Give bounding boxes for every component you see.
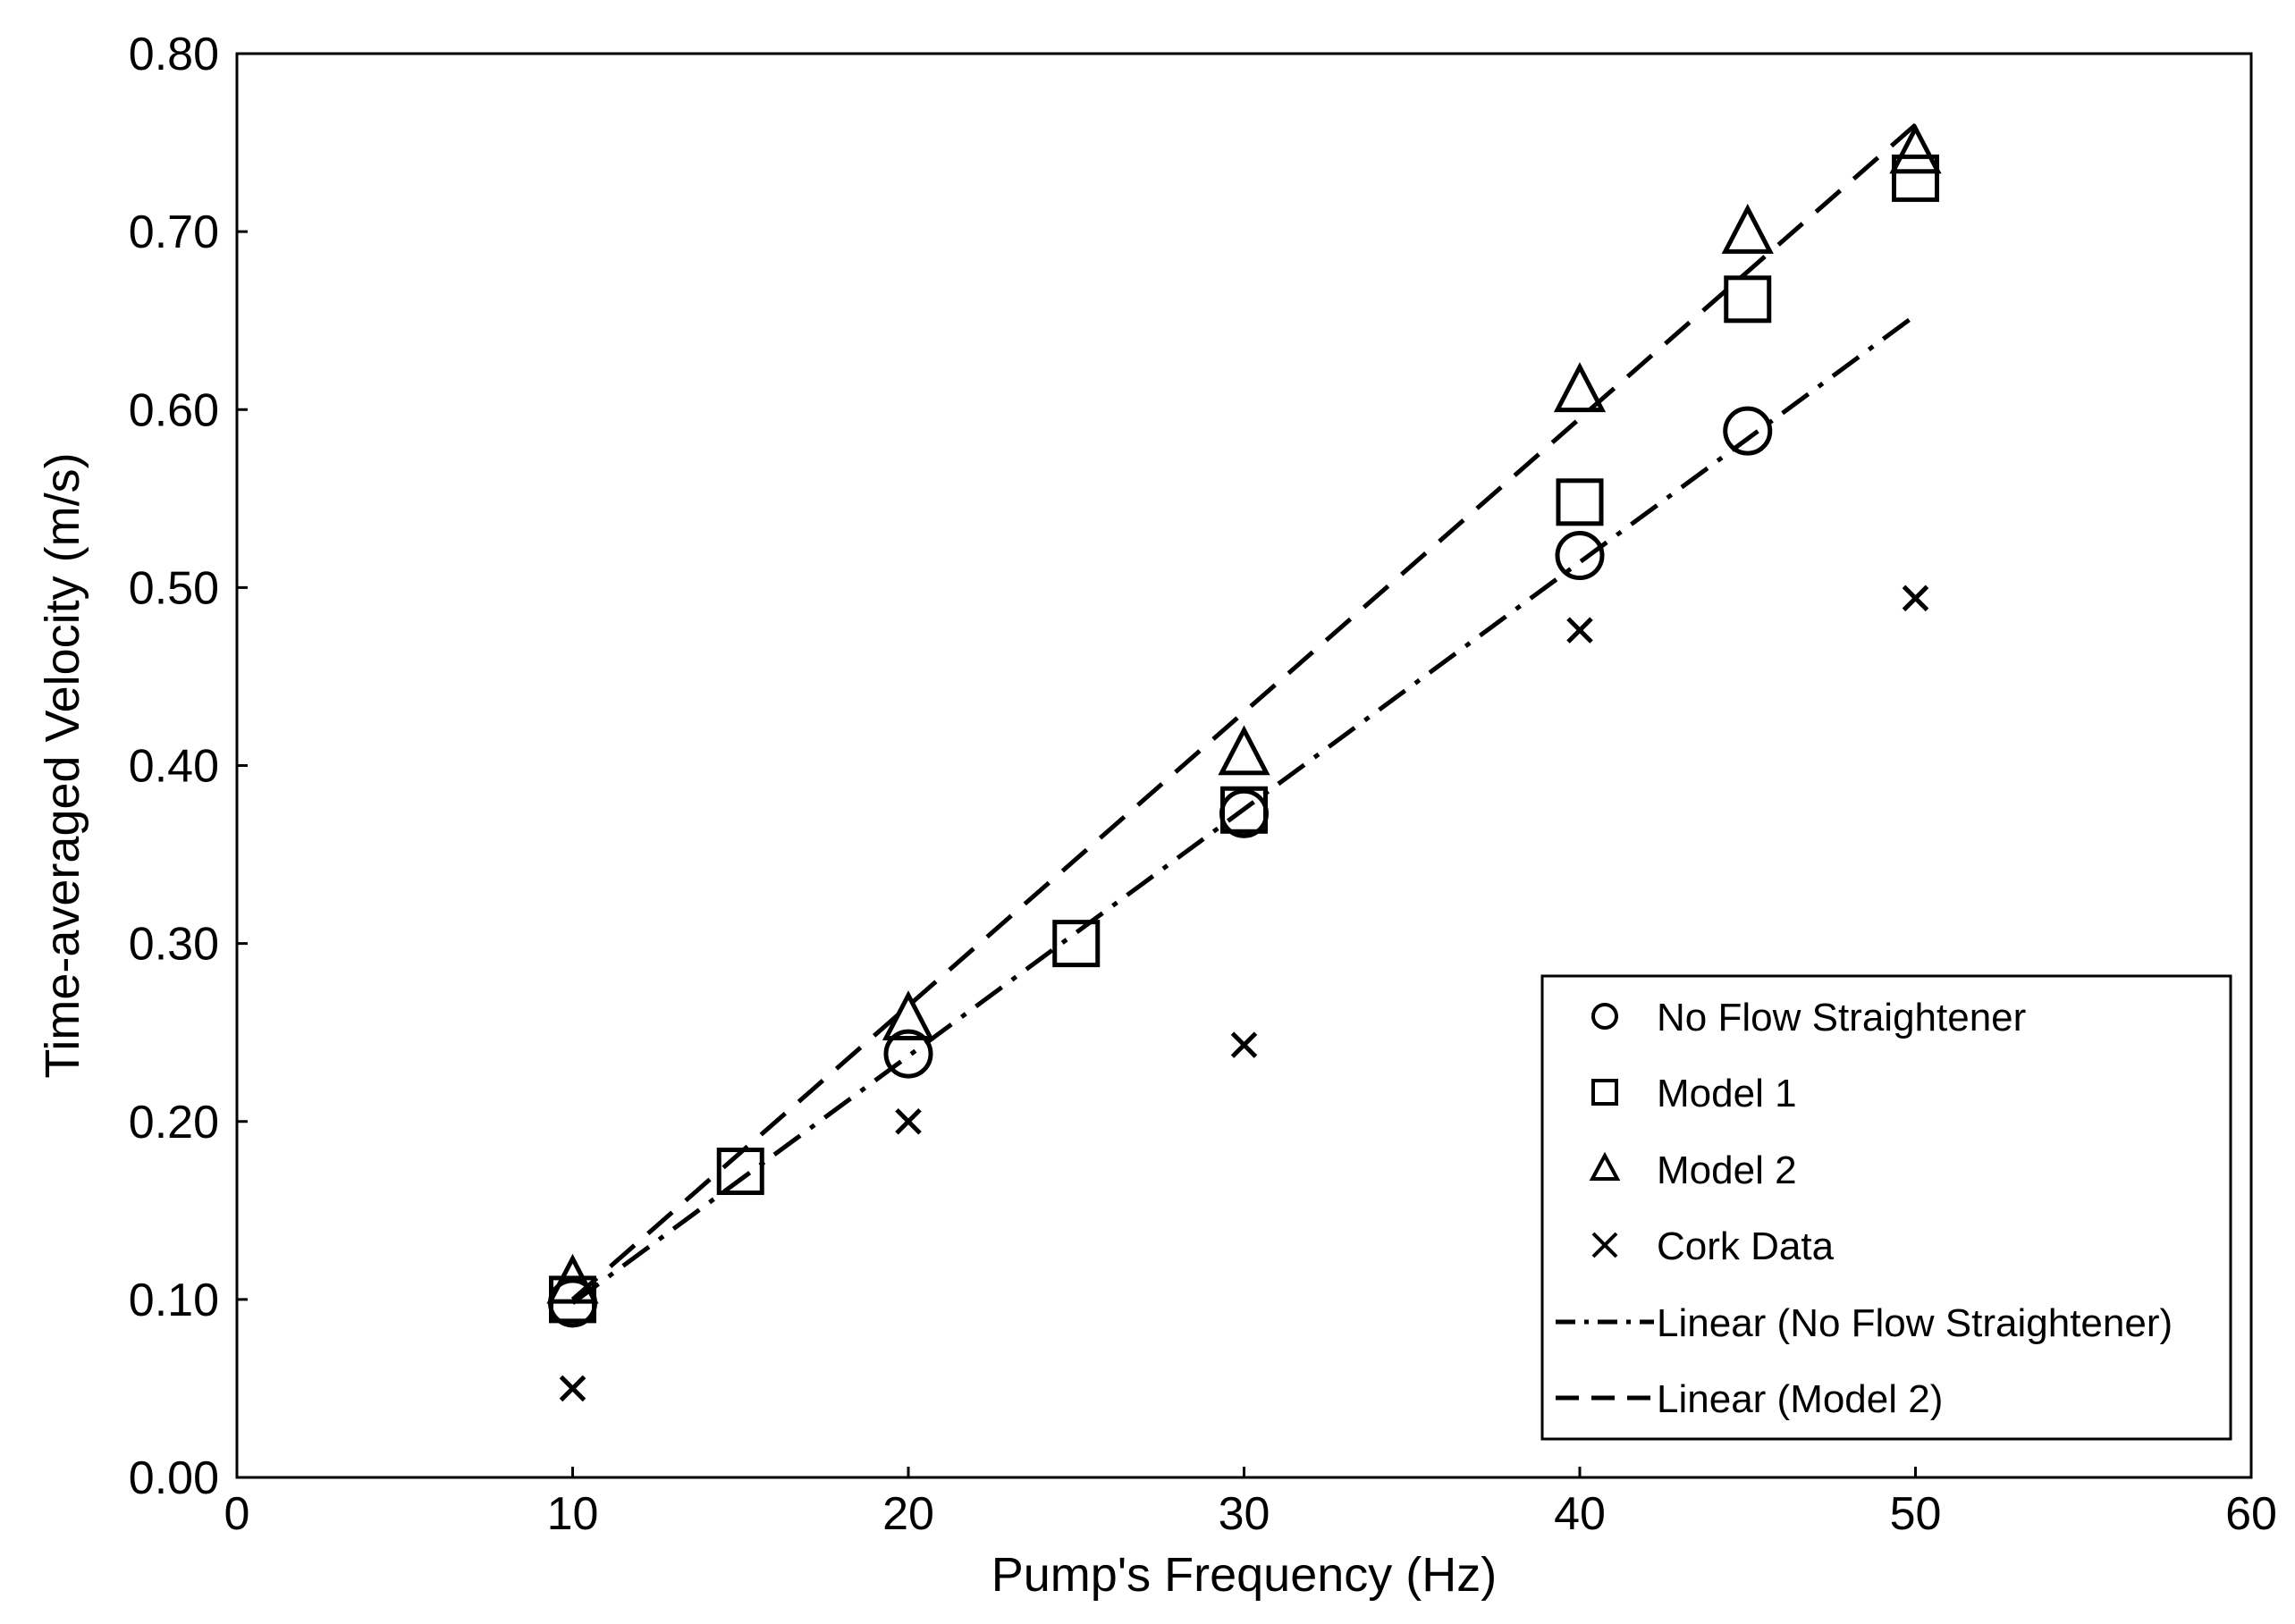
y-tick-label: 0.70 — [129, 206, 219, 258]
x-tick-label: 40 — [1554, 1488, 1606, 1540]
x-tick-label: 50 — [1890, 1488, 1942, 1540]
point-no-flow-straightener — [883, 1029, 933, 1079]
x-tick-label: 10 — [547, 1488, 599, 1540]
point-cork-data — [1566, 617, 1593, 644]
trendline-no-flow-straightener — [571, 313, 1917, 1305]
legend-symbol-model-2 — [1589, 1151, 1621, 1181]
point-cork-data — [559, 1375, 586, 1402]
y-tick-label: 0.60 — [129, 384, 219, 436]
x-axis-title: Pump's Frequency (Hz) — [991, 1548, 1497, 1602]
legend-symbol-no-flow-straightener — [1591, 1003, 1618, 1030]
point-model-1 — [1052, 920, 1101, 968]
legend-label-linear-no-flow: Linear (No Flow Straightener) — [1657, 1301, 2173, 1345]
x-tick-label: 0 — [224, 1488, 250, 1540]
point-no-flow-straightener — [1555, 531, 1605, 581]
point-cork-data — [895, 1107, 922, 1135]
point-cork-data — [1230, 1031, 1258, 1058]
x-tick-label: 60 — [2225, 1488, 2277, 1540]
legend-symbol-cork-data — [1591, 1232, 1618, 1258]
point-model-2 — [1889, 123, 1942, 174]
point-model-1 — [1220, 786, 1268, 834]
legend-label-model-2: Model 2 — [1657, 1149, 1797, 1192]
point-model-2 — [1218, 725, 1270, 776]
point-no-flow-straightener — [1723, 406, 1773, 456]
legend-box — [1540, 974, 2232, 1441]
x-tick-label: 20 — [882, 1488, 934, 1540]
point-model-1 — [716, 1148, 764, 1196]
point-model-1 — [1724, 275, 1772, 324]
point-model-1 — [1892, 154, 1939, 202]
y-tick-label: 0.50 — [129, 562, 219, 614]
legend-symbols — [1556, 1003, 1654, 1401]
point-model-2 — [882, 990, 935, 1040]
y-tick-label: 0.20 — [129, 1097, 219, 1149]
y-axis-title: Time-averaged Velocity (m/s) — [36, 452, 89, 1078]
y-tick-label: 0.80 — [129, 29, 219, 80]
point-model-1 — [1556, 478, 1604, 526]
legend-label-linear-model-2: Linear (Model 2) — [1657, 1377, 1943, 1421]
point-model-2 — [1721, 203, 1774, 254]
point-model-2 — [546, 1253, 599, 1304]
legend-label-model-1: Model 1 — [1657, 1072, 1797, 1115]
data-markers — [546, 123, 1942, 1402]
x-tick-label: 30 — [1219, 1488, 1270, 1540]
legend: No Flow Straightener Model 1 Model 2 Cor… — [1540, 974, 2232, 1441]
y-tick-label: 0.10 — [129, 1275, 219, 1326]
y-tick-label: 0.30 — [129, 919, 219, 971]
trendlines — [570, 122, 1918, 1305]
legend-label-cork-data: Cork Data — [1657, 1224, 1835, 1268]
legend-label-no-flow-straightener: No Flow Straightener — [1657, 996, 2026, 1039]
point-cork-data — [1902, 585, 1929, 612]
y-tick-label: 0.40 — [129, 741, 219, 793]
point-model-2 — [1553, 362, 1607, 413]
y-tick-label: 0.00 — [129, 1452, 219, 1504]
legend-symbol-model-1 — [1591, 1079, 1618, 1106]
axis-ticks: 0 10 20 30 40 50 60 0.00 0.10 0.20 0.30 0.40 0.50 0.6… — [129, 29, 2277, 1540]
